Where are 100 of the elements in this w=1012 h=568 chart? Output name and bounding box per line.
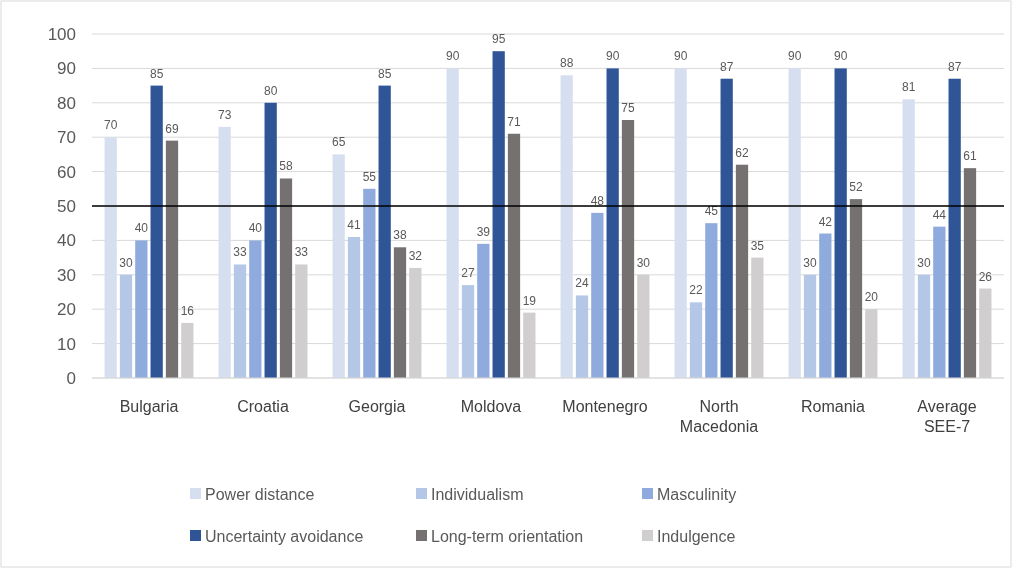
bar: [104, 137, 117, 378]
bar: [279, 178, 293, 378]
data-label: 61: [963, 149, 977, 164]
data-label: 27: [461, 266, 475, 281]
bar: [165, 140, 179, 378]
bar: [948, 78, 961, 378]
y-tick-label: 0: [66, 368, 76, 388]
y-tick-label: 50: [57, 196, 76, 216]
y-tick-label: 20: [57, 300, 76, 320]
legend-label: Power distance: [205, 485, 315, 503]
bar: [332, 154, 345, 378]
bar: [446, 68, 459, 378]
data-label: 90: [833, 49, 848, 64]
bar: [917, 274, 931, 378]
bar: [963, 168, 977, 378]
data-label: 80: [263, 83, 278, 98]
bar: [233, 264, 247, 378]
y-tick-label: 40: [57, 231, 76, 251]
data-label: 58: [279, 159, 293, 174]
data-label: 20: [864, 290, 879, 305]
y-tick-label: 30: [57, 265, 76, 285]
legend-label: Uncertainty avoidance: [205, 527, 364, 545]
data-label: 19: [522, 293, 537, 308]
bar: [249, 240, 262, 378]
data-label: 26: [978, 269, 993, 284]
bar: [477, 243, 490, 378]
data-label: 42: [818, 214, 833, 229]
data-label: 87: [947, 59, 962, 74]
data-label: 30: [636, 255, 651, 270]
data-label: 45: [704, 204, 719, 219]
legend-label: Long-term orientation: [431, 527, 584, 545]
data-label: 88: [559, 56, 574, 71]
bar: [788, 68, 801, 378]
data-label: 71: [507, 114, 521, 129]
bar: [674, 68, 687, 378]
data-label: 90: [673, 49, 688, 64]
data-label: 69: [165, 121, 179, 136]
data-label: 75: [621, 101, 635, 115]
data-label: 73: [217, 107, 232, 122]
x-tick-label: Average SEE-7: [917, 398, 977, 435]
legend-label: Individualism: [431, 485, 524, 503]
x-tick-label: Croatia: [237, 398, 289, 415]
x-tick-label: Moldova: [460, 398, 522, 415]
data-label: 85: [149, 66, 164, 81]
bar: [378, 85, 391, 378]
bar: [621, 120, 635, 378]
data-label: 30: [917, 255, 931, 270]
data-label: 44: [932, 207, 947, 222]
legend-label: Masculinity: [657, 485, 737, 503]
bar: [150, 85, 163, 378]
data-label: 40: [248, 221, 263, 236]
bar: [606, 68, 619, 378]
y-tick-label: 100: [47, 24, 76, 44]
data-label: 65: [331, 135, 346, 150]
bar: [507, 133, 521, 378]
bar: [803, 274, 817, 378]
data-label: 16: [180, 303, 195, 318]
x-tick-label: North Macedonia: [679, 398, 759, 435]
data-label: 81: [901, 80, 916, 95]
data-label: 30: [119, 255, 133, 270]
data-label: 33: [233, 245, 247, 260]
bar: [591, 212, 604, 378]
bar: [849, 199, 863, 378]
bar: [560, 75, 573, 378]
bar: [135, 240, 148, 378]
data-label: 55: [362, 169, 377, 184]
bar: [461, 285, 475, 378]
y-tick-label: 90: [57, 59, 76, 79]
y-tick-label: 70: [57, 128, 76, 148]
x-tick-label: Montenegro: [562, 398, 648, 415]
data-label: 87: [719, 59, 734, 74]
data-label: 62: [735, 145, 749, 160]
bar: [689, 302, 703, 378]
y-tick-label: 80: [57, 93, 76, 113]
x-tick-label: Romania: [800, 398, 866, 415]
data-label: 52: [849, 180, 863, 195]
data-label: 30: [803, 255, 817, 270]
data-label: 40: [134, 221, 149, 236]
bar: [902, 99, 915, 378]
data-label: 35: [750, 238, 765, 253]
data-label: 41: [347, 217, 361, 232]
legend-label: Indulgence: [657, 527, 736, 545]
bar: [735, 164, 749, 378]
bar: [834, 68, 847, 378]
data-label: 33: [294, 245, 309, 260]
bar: [819, 233, 832, 378]
data-label: 70: [103, 118, 118, 133]
data-label: 22: [689, 283, 703, 298]
y-tick-label: 60: [57, 162, 76, 182]
data-label: 24: [575, 276, 589, 291]
bar: [492, 51, 505, 378]
x-tick-label: Bulgaria: [119, 398, 179, 415]
data-label: 90: [445, 49, 460, 64]
bar: [119, 274, 133, 378]
bar: [218, 126, 231, 378]
bar: [705, 223, 718, 378]
y-tick-label: 10: [57, 334, 76, 354]
bar: [347, 236, 361, 378]
bar: [264, 102, 277, 378]
bar: [720, 78, 733, 378]
